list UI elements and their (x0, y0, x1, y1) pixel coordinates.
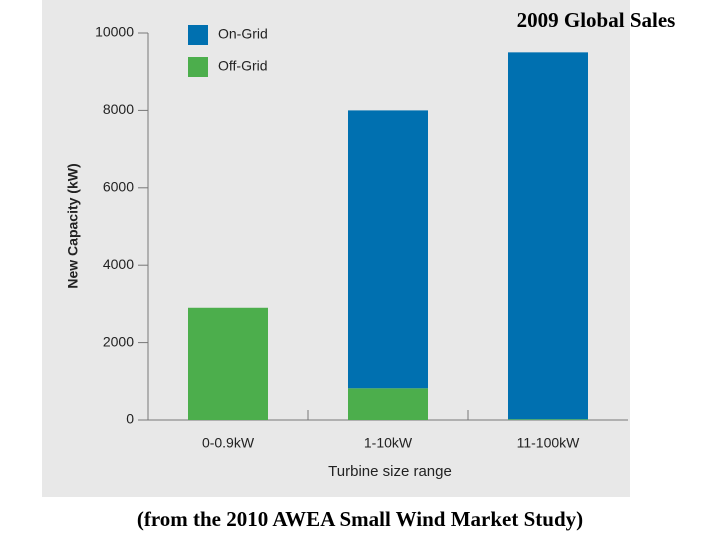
bar-segment (508, 52, 588, 420)
legend-swatch (188, 25, 208, 45)
legend-label: On-Grid (218, 26, 268, 42)
y-tick-label: 2000 (103, 333, 134, 349)
y-tick-label: 10000 (95, 24, 134, 40)
x-tick-label: 11-100kW (517, 435, 581, 451)
x-tick-label: 1-10kW (364, 435, 413, 451)
chart-title: 2009 Global Sales (517, 8, 676, 32)
y-axis-label: New Capacity (kW) (65, 163, 81, 288)
bar-segment (348, 110, 428, 389)
bar-segment (188, 307, 268, 420)
legend-label: Off-Grid (218, 58, 268, 74)
y-tick-label: 6000 (103, 179, 134, 195)
y-tick-label: 0 (126, 411, 134, 427)
x-tick-label: 0-0.9kW (202, 435, 255, 451)
caption: (from the 2010 AWEA Small Wind Market St… (137, 507, 583, 531)
x-axis-label: Turbine size range (328, 463, 452, 480)
y-tick-label: 4000 (103, 256, 134, 272)
bar-segment (348, 388, 428, 420)
bar-segment (508, 419, 588, 420)
y-tick-label: 8000 (103, 101, 134, 117)
legend-swatch (188, 57, 208, 77)
